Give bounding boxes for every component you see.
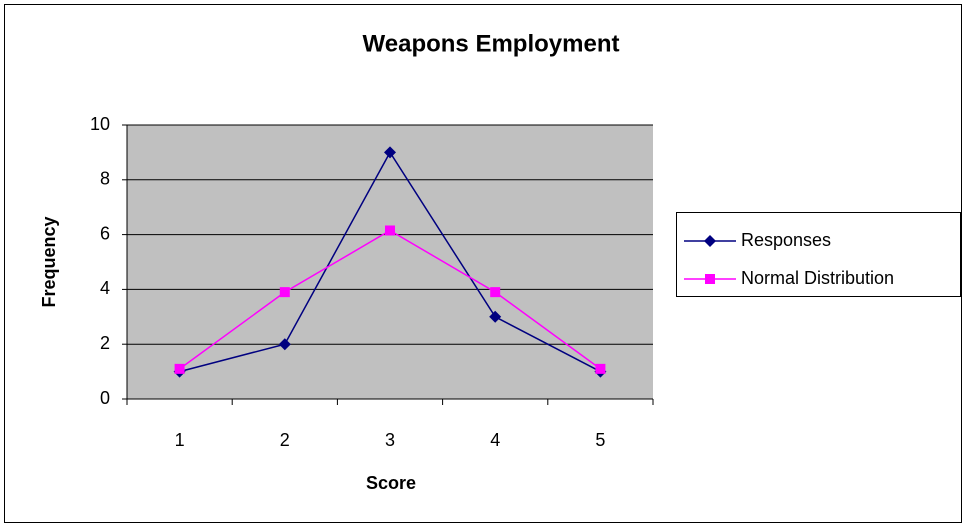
chart-title: Weapons Employment: [363, 30, 620, 57]
legend-label: Responses: [741, 230, 831, 250]
y-tick-label: 8: [100, 169, 110, 189]
data-point: [489, 310, 502, 323]
data-point: [385, 225, 395, 236]
x-axis-label: Score: [366, 473, 416, 493]
legend-marker: [704, 235, 716, 247]
data-point: [174, 363, 185, 374]
x-tick-label: 5: [595, 430, 605, 450]
y-tick-label: 0: [100, 388, 110, 408]
x-tick-label: 2: [280, 430, 290, 450]
legend: [676, 212, 961, 297]
x-tick-label: 1: [175, 430, 185, 450]
y-axis-label: Frequency: [39, 216, 59, 307]
data-point: [279, 287, 290, 298]
x-tick-label: 3: [385, 430, 395, 450]
x-tick-label: 4: [490, 430, 500, 450]
data-point: [595, 363, 606, 374]
y-tick-label: 4: [100, 278, 110, 298]
legend-label: Normal Distribution: [741, 268, 894, 288]
data-point: [490, 287, 501, 298]
y-tick-label: 10: [90, 114, 110, 134]
y-tick-label: 6: [100, 223, 110, 243]
legend-marker: [705, 274, 715, 284]
y-tick-label: 2: [100, 333, 110, 353]
data-point: [384, 146, 396, 159]
data-point: [278, 338, 291, 351]
